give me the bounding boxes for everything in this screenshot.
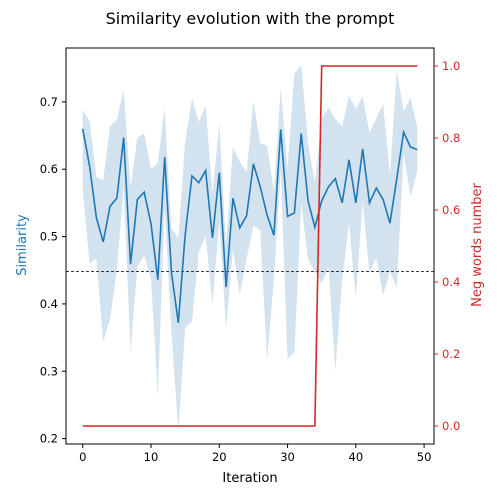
x-tick-label: 40 <box>349 450 364 464</box>
x-tick-label: 10 <box>144 450 159 464</box>
x-tick-label: 50 <box>417 450 432 464</box>
y-axis-right-label: Neg words number <box>470 182 485 306</box>
y-right-tick-label: 0.0 <box>442 419 460 433</box>
y-right-tick-label: 0.6 <box>442 203 460 217</box>
x-tick-label: 30 <box>280 450 295 464</box>
y-left-tick-label: 0.6 <box>40 162 58 176</box>
x-tick-label: 0 <box>79 450 86 464</box>
y-axis-left-label: Similarity <box>15 214 30 276</box>
y-left-tick-label: 0.4 <box>40 297 58 311</box>
x-tick-label: 20 <box>212 450 227 464</box>
y-left-tick-label: 0.2 <box>40 432 58 446</box>
y-right-tick-label: 0.8 <box>442 131 460 145</box>
y-left-tick-label: 0.3 <box>40 364 58 378</box>
y-right-tick-label: 1.0 <box>442 59 460 73</box>
x-axis-label: Iteration <box>222 471 277 486</box>
y-right-tick-label: 0.4 <box>442 275 460 289</box>
chart-title: Similarity evolution with the prompt <box>106 9 395 28</box>
plot-area <box>66 65 434 431</box>
y-left-tick-label: 0.7 <box>40 95 58 109</box>
y-left-tick-label: 0.5 <box>40 230 58 244</box>
y-right-tick-label: 0.2 <box>442 347 460 361</box>
